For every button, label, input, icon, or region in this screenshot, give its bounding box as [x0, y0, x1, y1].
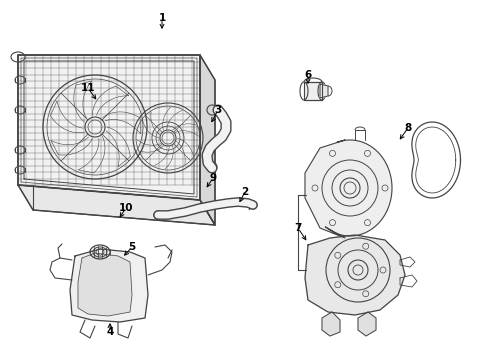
Polygon shape: [320, 84, 328, 98]
Text: 3: 3: [215, 105, 221, 115]
Polygon shape: [305, 140, 392, 238]
Polygon shape: [200, 55, 215, 225]
Polygon shape: [304, 82, 322, 100]
Text: 9: 9: [209, 173, 217, 183]
Polygon shape: [358, 312, 376, 336]
Polygon shape: [18, 185, 215, 225]
Text: 5: 5: [128, 242, 136, 252]
Text: 7: 7: [294, 223, 302, 233]
Text: 2: 2: [242, 187, 248, 197]
Text: 1: 1: [158, 13, 166, 23]
Text: 4: 4: [106, 327, 114, 337]
Polygon shape: [70, 249, 148, 322]
Polygon shape: [18, 55, 200, 200]
Polygon shape: [305, 235, 405, 315]
Text: 6: 6: [304, 70, 312, 80]
Text: 11: 11: [81, 83, 95, 93]
Polygon shape: [322, 312, 340, 336]
Polygon shape: [78, 253, 132, 316]
Text: 8: 8: [404, 123, 412, 133]
Text: 10: 10: [119, 203, 133, 213]
